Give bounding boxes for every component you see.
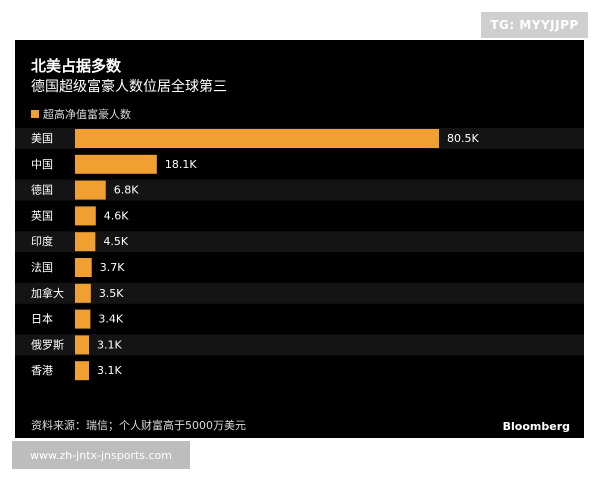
category-label: 美国 xyxy=(31,132,53,145)
bar xyxy=(75,129,439,148)
chart-legend: 超高净值富豪人数 xyxy=(31,106,131,122)
value-label: 3.5K xyxy=(99,287,124,300)
value-label: 3.1K xyxy=(97,364,122,377)
chart-subtitle: 德国超级富豪人数位居全球第三 xyxy=(31,79,227,95)
category-label: 日本 xyxy=(31,312,53,326)
category-label: 俄罗斯 xyxy=(31,338,64,351)
bar xyxy=(75,258,92,277)
bar xyxy=(75,206,96,226)
category-label: 英国 xyxy=(31,208,53,222)
legend-label: 超高净值富豪人数 xyxy=(43,108,131,121)
value-label: 3.7K xyxy=(100,261,125,274)
row-band xyxy=(15,308,584,330)
value-label: 80.5K xyxy=(447,132,479,145)
chart-panel: 北美占据多数 德国超级富豪人数位居全球第三 超高净值富豪人数 美国 80.5K 中国… xyxy=(15,40,584,438)
value-label: 18.1K xyxy=(165,158,197,171)
watermark-bottom: www.zh-jntx-jnsports.com xyxy=(12,441,190,469)
bar xyxy=(75,335,90,355)
category-label: 印度 xyxy=(31,234,53,248)
category-label: 中国 xyxy=(31,158,53,171)
bar xyxy=(75,232,96,252)
row-band xyxy=(15,153,584,175)
value-label: 3.4K xyxy=(98,313,123,326)
bar xyxy=(75,154,157,174)
watermark-top: TG: MYYJJPP xyxy=(481,12,588,38)
row-band xyxy=(15,282,584,304)
value-label: 6.8K xyxy=(114,184,139,197)
bar xyxy=(75,180,106,200)
bar xyxy=(75,309,91,329)
bar xyxy=(75,283,91,303)
bar-chart: 美国 80.5K 中国 18.1K 德国 6.8K 英国 4.6K 印度 4.5K 法国 3.7K 加拿… xyxy=(15,128,584,382)
chart-title: 北美占据多数 xyxy=(31,57,122,75)
row-band xyxy=(15,205,584,227)
row-band xyxy=(15,360,584,382)
brand-logo: Bloomberg xyxy=(502,420,570,433)
bar xyxy=(75,361,90,381)
legend-swatch xyxy=(31,110,39,118)
value-label: 4.5K xyxy=(103,235,128,248)
category-label: 德国 xyxy=(31,183,53,197)
category-label: 香港 xyxy=(31,364,53,377)
category-label: 加拿大 xyxy=(31,286,64,300)
row-band xyxy=(15,231,584,253)
value-label: 4.6K xyxy=(104,209,129,222)
row-band xyxy=(15,257,584,278)
row-band xyxy=(15,334,584,356)
row-band xyxy=(15,179,584,201)
category-label: 法国 xyxy=(31,260,53,274)
source-note: 资料来源：瑞信；个人财富高于5000万美元 xyxy=(31,419,246,432)
value-label: 3.1K xyxy=(97,338,122,351)
